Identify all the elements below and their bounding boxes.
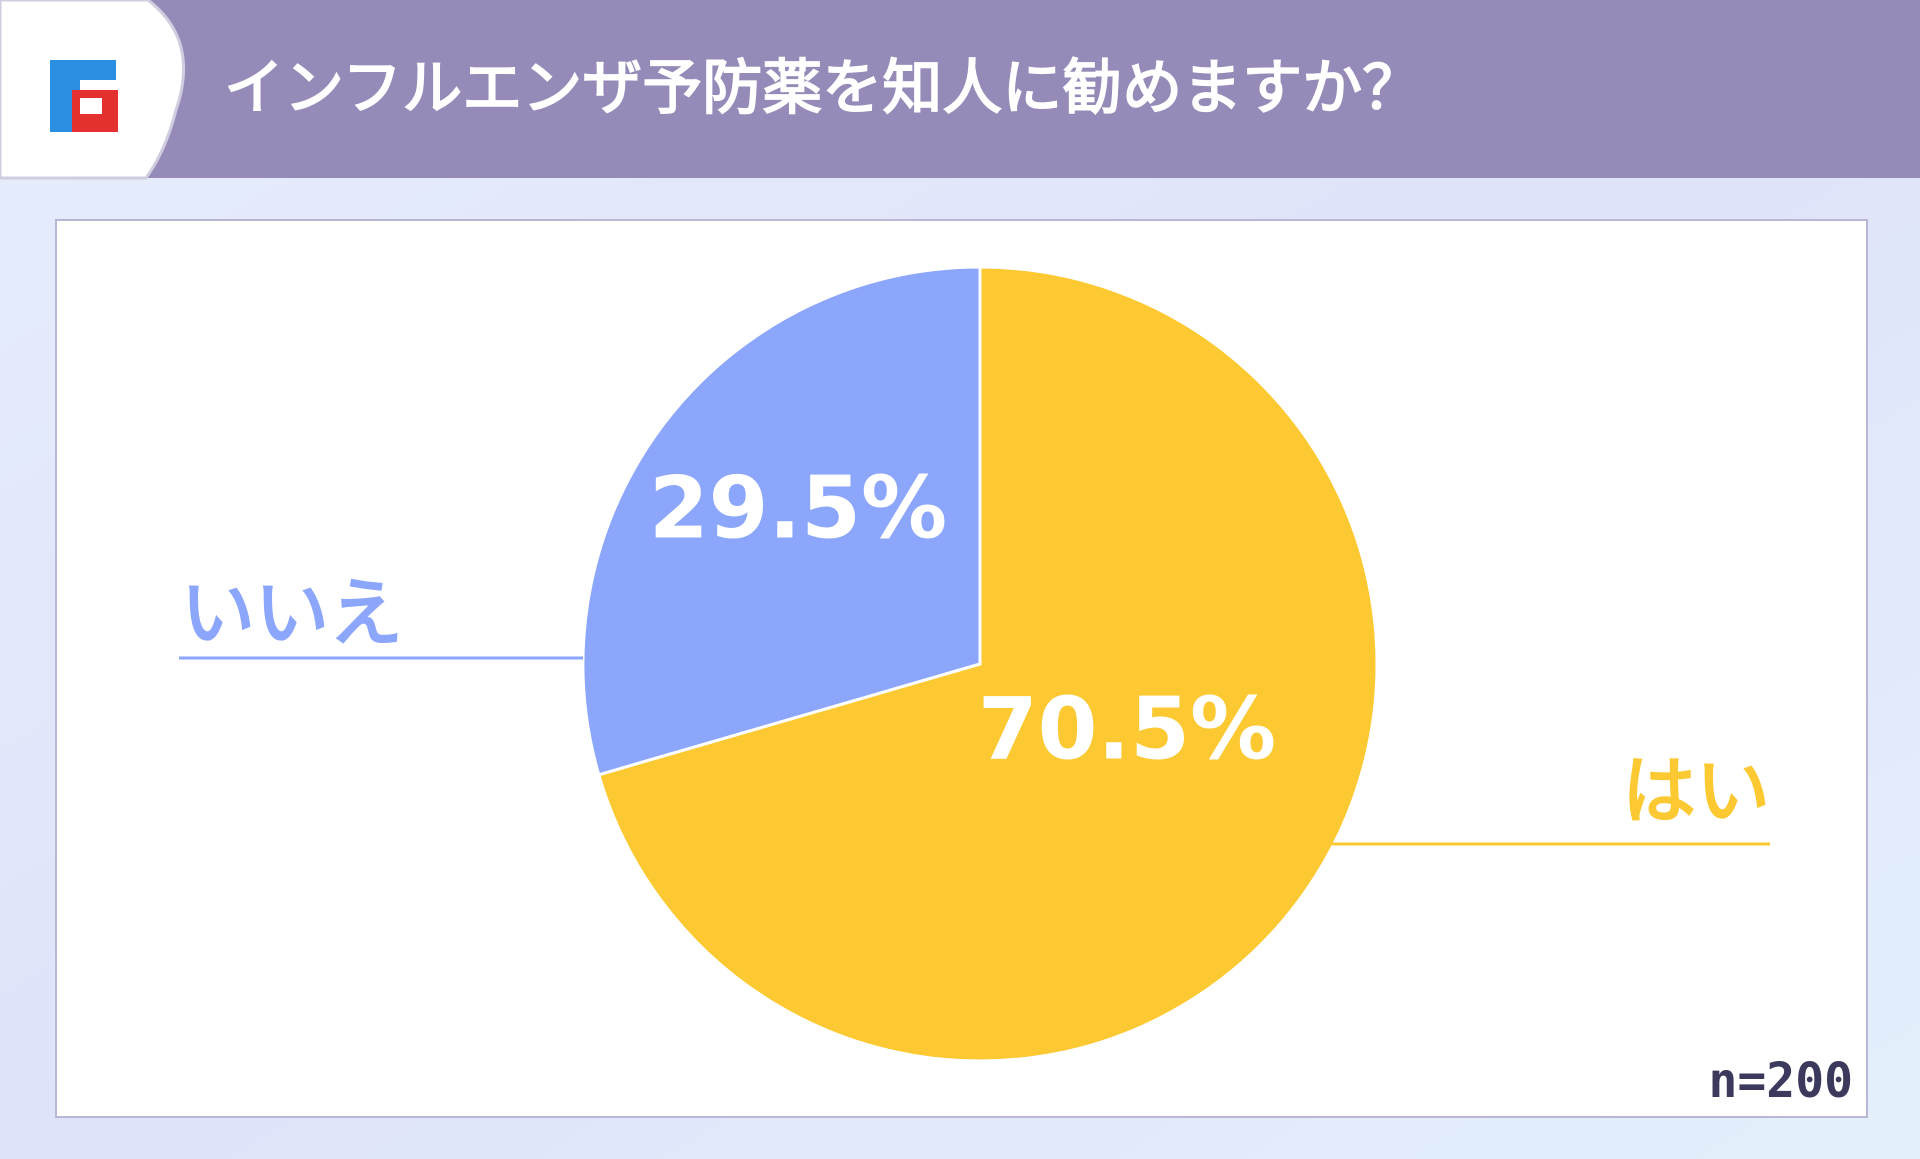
- logo-box: [0, 0, 186, 180]
- chart-title: インフルエンザ予防薬を知人に勧めますか？: [224, 54, 1422, 124]
- value-label: 70.5%: [978, 679, 1276, 779]
- category-label: いいえ: [181, 571, 403, 657]
- pie-slice: [596, 265, 1379, 1063]
- header-bar: [0, 0, 1920, 178]
- value-label: 29.5%: [649, 458, 947, 558]
- logo: [50, 60, 118, 132]
- sample-note: n=200: [1709, 1053, 1854, 1109]
- category-label: はい: [1622, 749, 1770, 835]
- pie-slice: [581, 265, 982, 777]
